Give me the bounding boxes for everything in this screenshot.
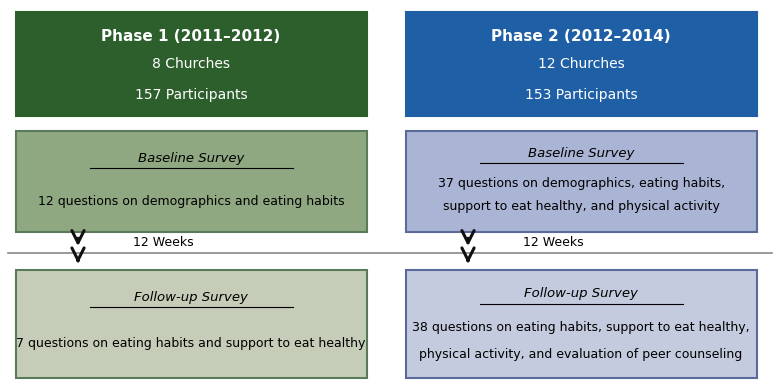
Text: Follow-up Survey: Follow-up Survey xyxy=(134,291,248,304)
Text: 12 Weeks: 12 Weeks xyxy=(523,236,583,249)
Text: 7 questions on eating habits and support to eat healthy: 7 questions on eating habits and support… xyxy=(16,337,366,350)
Text: Phase 1 (2011–2012): Phase 1 (2011–2012) xyxy=(101,29,281,44)
Text: 38 questions on eating habits, support to eat healthy,: 38 questions on eating habits, support t… xyxy=(413,321,750,334)
Text: physical activity, and evaluation of peer counseling: physical activity, and evaluation of pee… xyxy=(420,348,743,361)
Text: 12 Weeks: 12 Weeks xyxy=(133,236,193,249)
Text: 153 Participants: 153 Participants xyxy=(525,88,637,102)
FancyBboxPatch shape xyxy=(406,131,757,232)
Text: Baseline Survey: Baseline Survey xyxy=(138,152,244,165)
Text: Baseline Survey: Baseline Survey xyxy=(528,147,634,160)
Text: Follow-up Survey: Follow-up Survey xyxy=(524,288,638,300)
Text: 12 Churches: 12 Churches xyxy=(537,57,625,71)
Text: 157 Participants: 157 Participants xyxy=(135,88,247,102)
Text: support to eat healthy, and physical activity: support to eat healthy, and physical act… xyxy=(443,200,719,213)
Text: 12 questions on demographics and eating habits: 12 questions on demographics and eating … xyxy=(37,195,345,208)
Text: Phase 2 (2012–2014): Phase 2 (2012–2014) xyxy=(491,29,671,44)
FancyBboxPatch shape xyxy=(16,270,367,378)
FancyBboxPatch shape xyxy=(406,12,757,116)
FancyBboxPatch shape xyxy=(16,12,367,116)
Text: 37 questions on demographics, eating habits,: 37 questions on demographics, eating hab… xyxy=(438,177,725,190)
FancyBboxPatch shape xyxy=(406,270,757,378)
Text: 8 Churches: 8 Churches xyxy=(152,57,230,71)
FancyBboxPatch shape xyxy=(16,131,367,232)
